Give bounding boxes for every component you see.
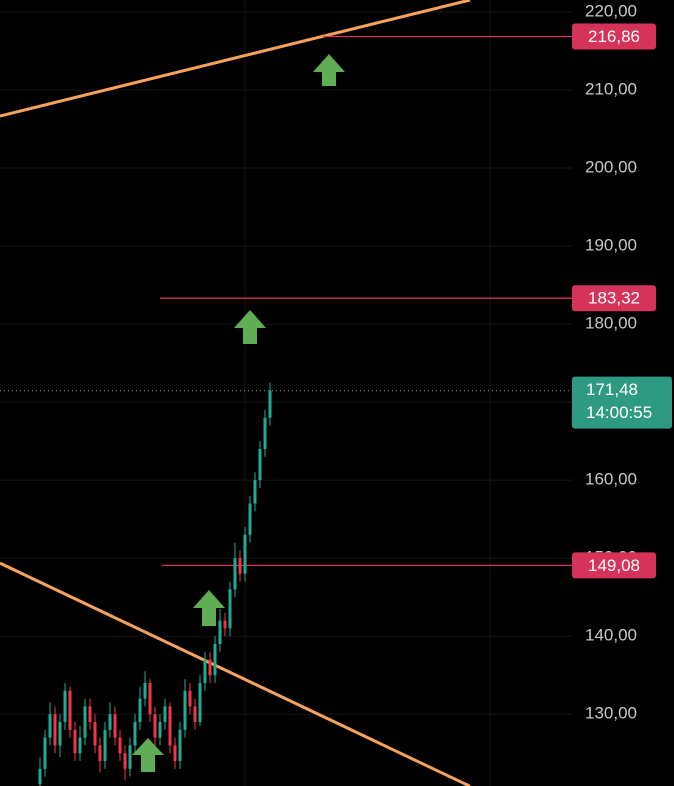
- level-label: 216,86: [588, 27, 640, 46]
- y-tick-label: 130,00: [585, 704, 637, 723]
- arrow-up: [193, 590, 225, 626]
- current-price-box: [572, 376, 672, 429]
- candle-body: [248, 503, 252, 535]
- price-labels: 216,86 183,32 149,08 171,48 14:00:55: [572, 23, 672, 579]
- candle-body: [218, 620, 222, 644]
- y-tick-label: 200,00: [585, 158, 637, 177]
- candle-body: [158, 722, 162, 738]
- candle-body: [233, 558, 237, 590]
- candles: [38, 382, 272, 786]
- candle-body: [263, 417, 267, 449]
- candle-body: [203, 659, 207, 684]
- candle-body: [93, 722, 97, 746]
- level-label-box: [572, 23, 656, 50]
- candle-body: [198, 683, 202, 723]
- candle-body: [183, 690, 187, 730]
- price-axis: 130,00140,00150,00160,00170,00180,00190,…: [585, 1, 637, 722]
- candle-body: [133, 722, 137, 746]
- candle-body: [73, 729, 77, 754]
- y-tick-label: 210,00: [585, 80, 637, 99]
- candle-body: [128, 745, 132, 769]
- candle-body: [63, 690, 67, 723]
- current-price-label: 171,48: [586, 380, 638, 399]
- candle-body: [143, 683, 147, 699]
- candle-body: [238, 558, 242, 574]
- candle-body: [98, 745, 102, 762]
- candle-body: [223, 620, 227, 629]
- candle-body: [228, 589, 232, 629]
- candle-body: [208, 659, 212, 676]
- candle-body: [58, 722, 62, 746]
- candle-body: [153, 714, 157, 738]
- candle-body: [48, 714, 52, 738]
- candle-body: [163, 706, 167, 723]
- arrow-up: [313, 54, 345, 86]
- candle-body: [253, 480, 257, 504]
- trend-lines: [0, 0, 471, 786]
- candle-body: [113, 714, 117, 738]
- level-label-box: [572, 285, 656, 312]
- y-tick-label: 180,00: [585, 314, 637, 333]
- candle-body: [193, 706, 197, 723]
- candle-body: [53, 714, 57, 746]
- candle-body: [178, 729, 182, 762]
- trend-line: [0, 561, 471, 786]
- candle-body: [103, 729, 107, 762]
- candle-body: [118, 737, 122, 754]
- trend-line: [0, 0, 471, 118]
- y-tick-label: 160,00: [585, 470, 637, 489]
- candle-body: [83, 706, 87, 738]
- candle-body: [138, 698, 142, 723]
- level-label: 149,08: [588, 556, 640, 575]
- candle-body: [213, 643, 217, 676]
- candle-body: [168, 706, 172, 746]
- candle-body: [258, 448, 262, 481]
- levels: [0, 35, 572, 567]
- level-label: 183,32: [588, 289, 640, 308]
- y-tick-label: 190,00: [585, 236, 637, 255]
- y-tick-label: 220,00: [585, 1, 637, 20]
- candle-body: [188, 690, 192, 707]
- candle-body: [68, 690, 72, 730]
- candle-body: [38, 768, 42, 785]
- candle-body: [43, 737, 47, 769]
- level-label-box: [572, 552, 656, 579]
- current-price-time: 14:00:55: [586, 403, 652, 422]
- candle-body: [148, 683, 152, 715]
- candle-body: [243, 534, 247, 574]
- arrows: [132, 54, 345, 772]
- candle-body: [268, 390, 272, 418]
- grid: [0, 11, 572, 715]
- y-tick-label: 140,00: [585, 626, 637, 645]
- candle-body: [78, 737, 82, 754]
- candle-body: [123, 753, 127, 769]
- candle-body: [88, 706, 92, 723]
- candle-body: [173, 745, 177, 762]
- arrow-up: [132, 738, 164, 772]
- candle-body: [108, 714, 112, 730]
- arrow-up: [234, 310, 266, 344]
